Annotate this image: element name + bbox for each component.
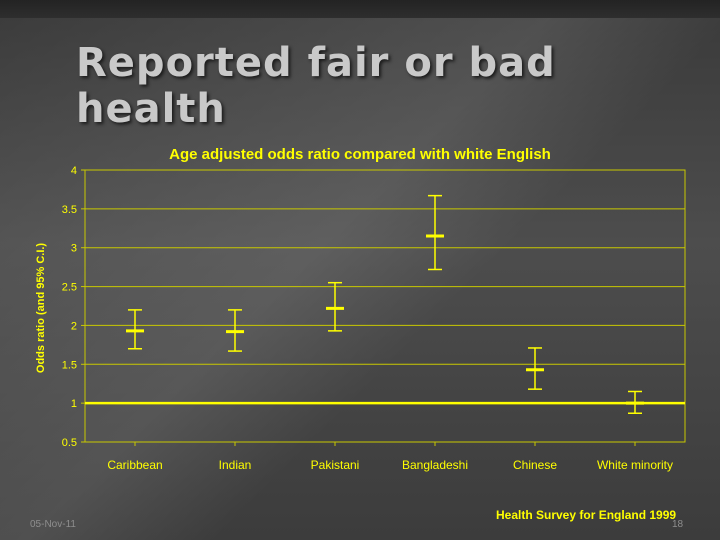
footer-date: 05-Nov-11	[30, 519, 76, 530]
category-label: Bangladeshi	[402, 458, 468, 472]
y-axis-title: Odds ratio (and 95% C.I.)	[35, 243, 47, 374]
category-label: Chinese	[513, 458, 557, 472]
y-tick-label: 0.5	[62, 437, 77, 449]
y-tick-label: 1.5	[62, 359, 77, 371]
page-number: 18	[672, 519, 684, 530]
category-label: Caribbean	[107, 458, 162, 472]
mark-layer	[126, 194, 644, 414]
top-bar	[0, 0, 720, 18]
y-tick-label: 3.5	[62, 204, 77, 216]
category-label: White minority	[597, 458, 673, 472]
chart-title: Age adjusted odds ratio compared with wh…	[169, 146, 551, 163]
y-tick-label: 1	[71, 398, 77, 410]
slide-title: Reported fair or bad health	[76, 40, 556, 132]
y-tick-label: 3	[71, 243, 77, 255]
category-label: Pakistani	[311, 458, 360, 472]
category-layer: Caribbean Indian Pakistani Bangladeshi Chine…	[107, 458, 673, 472]
source-note: Health Survey for England 1999	[496, 508, 677, 522]
y-tick-label: 2.5	[62, 282, 77, 294]
y-tick-label: 4	[71, 165, 77, 177]
category-label: Indian	[219, 458, 252, 472]
plot-frame	[84, 169, 686, 443]
tick-layer: 0.5 1 1.5 2 2.5 3 3.5 4	[62, 165, 77, 449]
grid-layer	[81, 169, 686, 446]
y-tick-label: 2	[71, 320, 77, 332]
